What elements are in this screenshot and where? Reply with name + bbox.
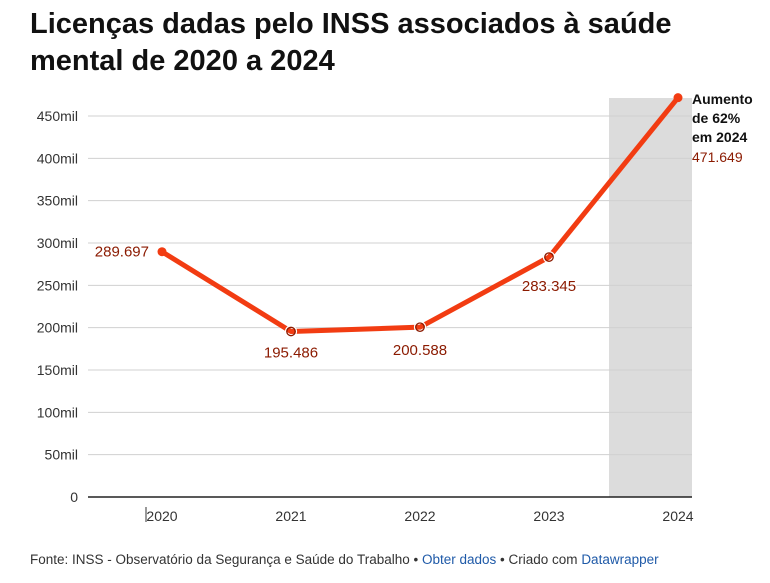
y-tick-label: 200mil (37, 320, 78, 336)
data-label: 283.345 (522, 278, 576, 295)
data-point-ring (415, 322, 425, 333)
source-text: Fonte: INSS - Observatório da Segurança … (30, 552, 419, 567)
data-point (413, 321, 427, 334)
annotation-text: Aumento (692, 91, 753, 107)
y-tick-label: 150mil (37, 362, 78, 378)
y-tick-label: 300mil (37, 235, 78, 251)
y-tick-label: 250mil (37, 277, 78, 293)
y-tick-label: 450mil (37, 108, 78, 124)
data-point (157, 247, 167, 257)
line-chart: 0 50mil 100mil 150mil 200mil 250mil 300mil 350m… (37, 91, 753, 524)
data-point (673, 93, 683, 103)
x-tick-label: 2020 (146, 508, 177, 524)
get-data-link[interactable]: Obter dados (421, 552, 497, 567)
data-label: 200.588 (393, 342, 447, 359)
x-tick-label: 2022 (404, 508, 435, 524)
data-label: 471.649 (692, 149, 743, 165)
x-tick-label: 2023 (533, 508, 564, 524)
data-point-ring (544, 252, 554, 262)
data-point (284, 325, 298, 338)
y-tick-label: 100mil (37, 404, 78, 420)
y-tick-label: 350mil (37, 193, 78, 209)
chart-title: Licenças dadas pelo INSS associados à sa… (30, 8, 672, 77)
datawrapper-link[interactable]: Datawrapper (581, 552, 659, 567)
data-label: 289.697 (95, 244, 149, 261)
y-tick-label: 400mil (37, 150, 78, 166)
y-tick-label: 50mil (45, 447, 78, 463)
data-point-ring (286, 326, 296, 337)
footer: Fonte: INSS - Observatório da Segurança … (30, 552, 659, 567)
y-tick-label: 0 (70, 489, 78, 505)
x-tick-label: 2021 (275, 508, 306, 524)
data-label: 195.486 (264, 344, 318, 361)
x-tick-label: 2024 (662, 508, 693, 524)
footer-separator: • Criado com (500, 552, 578, 567)
data-point (542, 251, 556, 264)
series-line (159, 95, 681, 334)
annotation-text: de 62% (692, 110, 741, 126)
annotation-text: em 2024 (692, 129, 747, 145)
